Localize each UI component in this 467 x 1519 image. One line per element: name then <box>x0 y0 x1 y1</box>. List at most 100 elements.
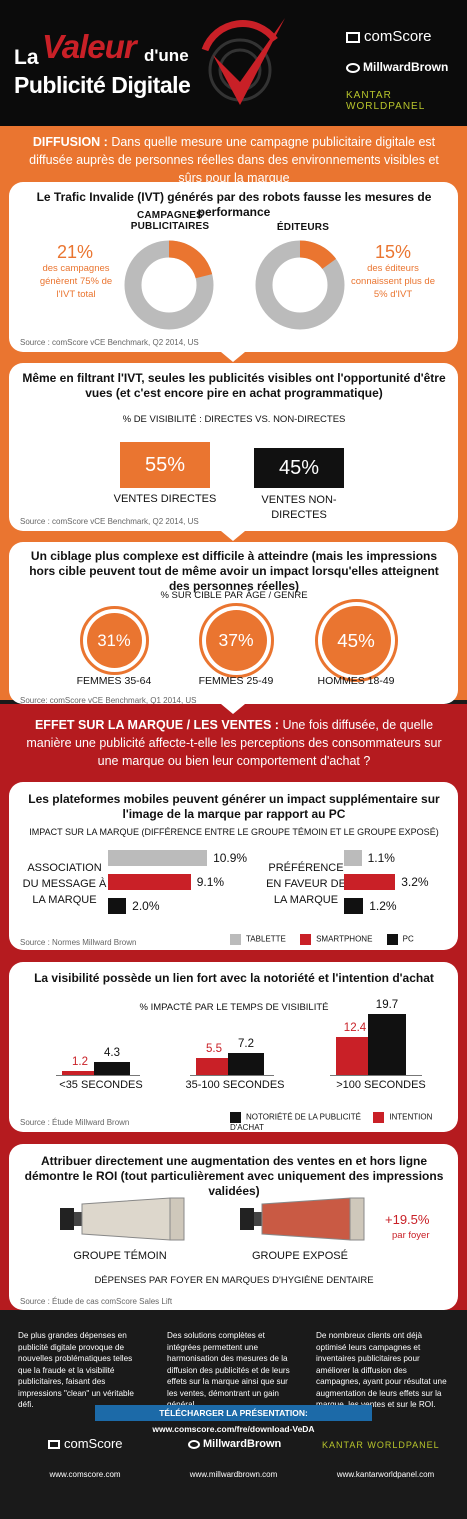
tube-temoin-icon <box>60 1197 185 1241</box>
legend-swatch <box>373 1112 385 1123</box>
url-millwardbrown[interactable]: www.millwardbrown.com <box>189 1470 278 1479</box>
footer-col2: Des solutions complètes et intégrées per… <box>167 1331 290 1409</box>
title-dune: d'une <box>144 46 189 65</box>
target-circle: 37% <box>198 602 274 678</box>
target-circle-label: HOMMES 18-49 <box>317 675 395 687</box>
footer-col3: De nombreux clients ont déjà optimisé le… <box>316 1331 447 1409</box>
ivt-right-pct: 15% <box>374 242 412 262</box>
notoriety-bar-value: 5.5 <box>206 1042 222 1055</box>
notoriety-bar-value: 12.4 <box>343 1021 367 1034</box>
title-la: La <box>14 46 39 69</box>
donut-slice-highlight <box>255 240 345 330</box>
mobile-group1-label: ASSOCIATION DU MESSAGE À LA MARQUE <box>22 862 107 906</box>
notoriety-legend: NOTORIÉTÉ DE LA PUBLICITÉ INTENTION D'AC… <box>230 1112 467 1132</box>
ivt-panel <box>9 182 458 352</box>
download-link[interactable]: TÉLÉCHARGER LA PRÉSENTATION: www.comscor… <box>95 1405 372 1434</box>
notoriety-category: >100 SECONDES <box>336 1079 426 1091</box>
mobile-bar-tablette <box>108 850 208 866</box>
comscore-logo-icon <box>346 31 360 43</box>
legend-intention: INTENTION D'ACHAT <box>230 1112 433 1132</box>
notoriety-category: 35-100 SECONDES <box>185 1079 285 1091</box>
mobile-bar-value: 9.1% <box>196 875 225 889</box>
ivt-right-label: ÉDITEURS <box>276 222 330 233</box>
ivt-left-label: CAMPAGNES PUBLICITAIRES <box>130 210 210 232</box>
roi-group2: GROUPE EXPOSÉ <box>252 1250 348 1262</box>
roi-caption: DÉPENSES PAR FOYER EN MARQUES D'HYGIÈNE … <box>94 1275 374 1286</box>
header: La Valeur d'une Publicité Digitale comSc… <box>0 0 467 126</box>
donut-slice-highlight <box>124 240 214 330</box>
ivt-right-donut <box>255 240 345 330</box>
notoriety-source: Source : Étude Millward Brown <box>20 1118 130 1127</box>
axis-line <box>190 1075 274 1076</box>
legend-swatch <box>230 1112 241 1123</box>
brand-kantar: KANTAR WORLDPANEL <box>346 90 426 112</box>
intention-bar <box>196 1057 232 1075</box>
pointer <box>221 704 245 714</box>
ivt-left-pct: 21% <box>56 242 94 262</box>
mobile-bar-pc <box>344 898 364 914</box>
mobile-group2-label: PRÉFÉRENCE EN FAVEUR DE LA MARQUE <box>266 862 346 906</box>
mobile-bar-value: 2.0% <box>132 899 160 913</box>
axis-line <box>330 1075 422 1076</box>
notoriety-category: <35 SECONDES <box>59 1079 143 1091</box>
pointer <box>221 531 245 541</box>
targeting-heading: Un ciblage plus complexe est difficile à… <box>29 549 439 593</box>
brand-comscore: comScore <box>346 28 432 45</box>
target-circle-label: FEMMES 35-64 <box>76 675 152 687</box>
intention-bar <box>336 1036 374 1075</box>
comscore-logo-icon <box>48 1440 60 1450</box>
mobile-source: Source : Normes Millward Brown <box>20 938 137 947</box>
mobile-bar-smartphone <box>344 874 396 890</box>
mobile-legend: TABLETTE SMARTPHONE PC <box>230 934 414 945</box>
roi-uplift: +19.5% <box>385 1212 430 1227</box>
visibility-heading: Même en filtrant l'IVT, seules les publi… <box>22 371 446 400</box>
ivt-heading: Le Trafic Invalide (IVT) générés par des… <box>36 190 432 219</box>
url-kantar[interactable]: www.kantarworldpanel.com <box>336 1470 435 1479</box>
targeting-source: Source: comScore vCE Benchmark, Q1 2014,… <box>20 696 197 705</box>
legend-tablette: TABLETTE <box>246 934 286 944</box>
visibility-source: Source : comScore vCE Benchmark, Q2 2014… <box>20 517 199 526</box>
mobile-bar-smartphone <box>108 874 191 890</box>
title-valeur: Valeur <box>42 28 137 65</box>
ivt-left-donut <box>124 240 214 330</box>
legend-swatch <box>386 934 398 945</box>
target-circle: 45% <box>314 598 398 682</box>
gauge-checkmark-icon <box>201 18 285 105</box>
intention-bar <box>62 1071 98 1075</box>
mobile-bar-value: 10.9% <box>213 851 248 865</box>
url-comscore[interactable]: www.comscore.com <box>49 1470 121 1479</box>
ivt-source: Source : comScore vCE Benchmark, Q2 2014… <box>20 338 199 347</box>
notoriety-subtitle: % IMPACTÉ PAR LE TEMPS DE VISIBILITÉ <box>139 1002 329 1013</box>
notoriety-heading: La visibilité possède un lien fort avec … <box>34 971 434 985</box>
title-line2: Publicité Digitale <box>14 72 191 98</box>
footer-col1: De plus grandes dépenses en publicité di… <box>18 1331 134 1409</box>
footer-brand-millwardbrown: MillwardBrown <box>188 1438 281 1450</box>
tube-expose-icon <box>240 1197 365 1241</box>
direct-box: 55% <box>120 442 210 488</box>
mobile-bar-tablette <box>344 850 362 866</box>
mobile-bar-value: 1.2% <box>369 899 397 913</box>
ivt-left-desc: des campagnes génèrent 75% de l'IVT tota… <box>39 263 113 300</box>
legend-notoriete: NOTORIÉTÉ DE LA PUBLICITÉ <box>246 1112 361 1122</box>
legend-swatch <box>230 934 241 945</box>
mobile-panel <box>9 782 458 950</box>
legend-pc: PC <box>402 934 414 944</box>
visibility-panel <box>9 363 458 531</box>
notoriety-bar-value: 19.7 <box>375 998 399 1011</box>
roi-uplift-sub: par foyer <box>392 1230 430 1241</box>
indirect-label: VENTES NON-DIRECTES <box>261 494 337 521</box>
millwardbrown-logo-icon <box>188 1439 200 1449</box>
mobile-bar-pc <box>108 898 127 914</box>
indirect-box: 45% <box>254 448 344 488</box>
mobile-bar-value: 3.2% <box>401 875 429 889</box>
target-circle-label: FEMMES 25-49 <box>198 675 274 687</box>
roi-source: Source : Étude de cas comScore Sales Lif… <box>20 1297 173 1306</box>
target-circle-value: 31% <box>86 612 142 668</box>
roi-group1: GROUPE TÉMOIN <box>73 1250 167 1262</box>
notoriety-bar-value: 4.3 <box>104 1046 120 1059</box>
notoriety-bar <box>368 1013 406 1075</box>
footer-brand-comscore: comScore <box>48 1436 123 1451</box>
notoriety-bar <box>94 1061 130 1075</box>
footer-brand-kantar: KANTAR WORLDPANEL <box>322 1440 440 1450</box>
target-circle: 31% <box>79 605 149 675</box>
